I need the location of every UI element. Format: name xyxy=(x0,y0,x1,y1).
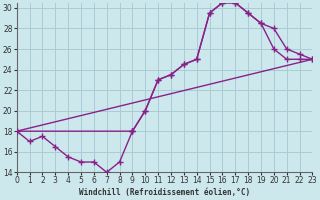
X-axis label: Windchill (Refroidissement éolien,°C): Windchill (Refroidissement éolien,°C) xyxy=(79,188,250,197)
